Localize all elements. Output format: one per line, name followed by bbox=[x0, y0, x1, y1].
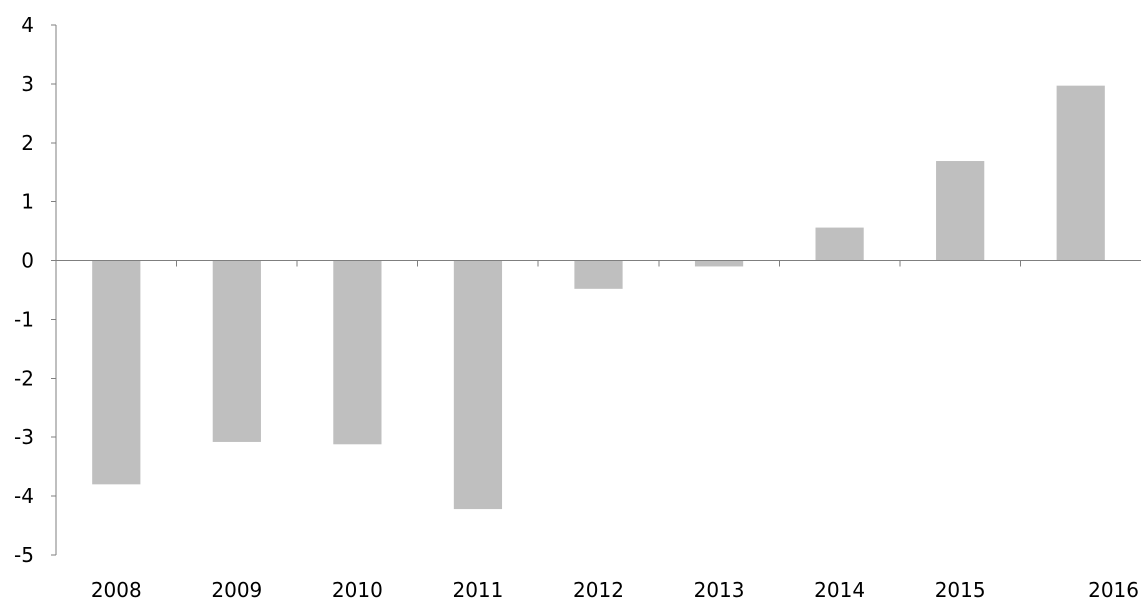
bar-2015 bbox=[936, 161, 985, 261]
x-tick-label-2008: 2008 bbox=[91, 578, 142, 601]
y-tick-label: 1 bbox=[21, 190, 34, 214]
y-tick-label: -2 bbox=[14, 366, 34, 390]
y-tick-label: -1 bbox=[14, 307, 34, 331]
bar-2016 bbox=[1056, 85, 1105, 261]
x-tick-label-2011: 2011 bbox=[452, 578, 503, 601]
y-tick-label: -5 bbox=[14, 543, 34, 567]
axes-group bbox=[51, 24, 1141, 556]
y-axis-tick-labels: -5 -4 -3 -2 -1 0 1 2 3 4 bbox=[14, 13, 34, 567]
bar-2008 bbox=[92, 260, 141, 485]
y-tick-label: 3 bbox=[21, 72, 34, 96]
x-tick-label-2015: 2015 bbox=[935, 578, 986, 601]
x-tick-label-2009: 2009 bbox=[211, 578, 262, 601]
bar-2011 bbox=[453, 260, 503, 510]
y-tick-label: 2 bbox=[21, 131, 34, 155]
bar-2009 bbox=[212, 260, 261, 442]
y-tick-label: 0 bbox=[21, 249, 34, 273]
x-tick-label-2012: 2012 bbox=[573, 578, 624, 601]
bar-2012 bbox=[574, 260, 623, 289]
x-axis-tick-labels: 2008 2009 2010 2011 2012 2013 2014 2015 2016 bbox=[91, 578, 1139, 601]
y-tick-label: -3 bbox=[14, 425, 34, 449]
x-tick-label-2010: 2010 bbox=[332, 578, 383, 601]
y-tick-label: 4 bbox=[21, 13, 34, 37]
bars-group bbox=[92, 85, 1105, 510]
y-tick-label: -4 bbox=[14, 484, 34, 508]
bar-2014 bbox=[815, 227, 864, 261]
x-tick-label-2016: 2016 bbox=[1088, 578, 1139, 601]
x-tick-label-2014: 2014 bbox=[814, 578, 865, 601]
bar-2010 bbox=[333, 260, 382, 445]
x-tick-label-2013: 2013 bbox=[694, 578, 745, 601]
bar-2013 bbox=[694, 260, 744, 267]
